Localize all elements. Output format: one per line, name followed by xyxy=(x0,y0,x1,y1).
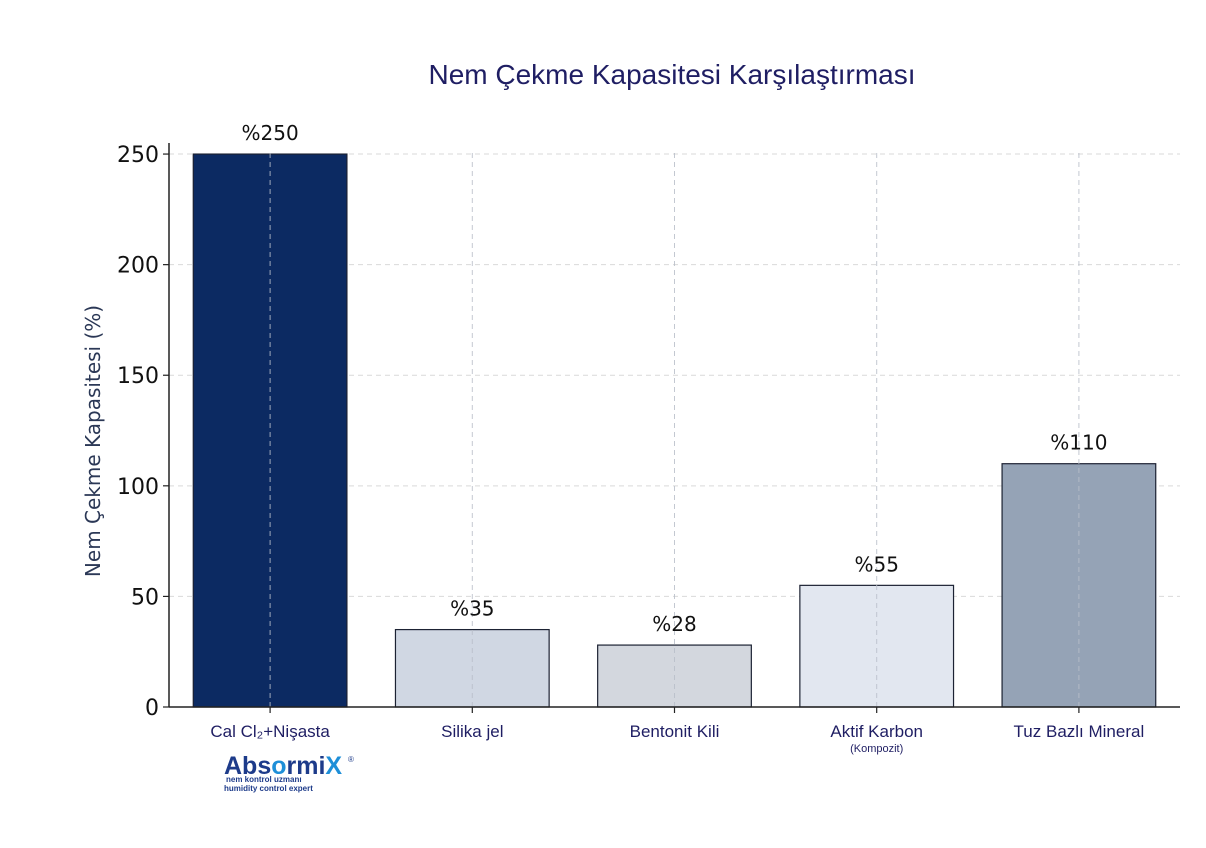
x-tick-label: Bentonit Kili xyxy=(630,722,720,741)
data-label: %110 xyxy=(1050,431,1107,455)
absormix-logo: AbsormiX ® nem kontrol uzmanı humidity c… xyxy=(224,752,354,793)
y-tick-label: 150 xyxy=(117,364,159,389)
chart-title: Nem Çekme Kapasitesi Karşılaştırması xyxy=(428,59,915,90)
data-label: %55 xyxy=(854,552,898,576)
logo-wordmark: AbsormiX xyxy=(224,752,342,780)
y-axis-label: Nem Çekme Kapasitesi (%) xyxy=(81,305,105,577)
data-labels: %250 %35 %28 %55 %110 xyxy=(242,121,1108,636)
logo-tagline-tr: nem kontrol uzmanı xyxy=(226,775,302,784)
x-ticks: Cal Cl₂+Nişasta Silika jel Bentonit Kili Ak… xyxy=(210,707,1144,755)
y-tick-label: 0 xyxy=(145,696,159,721)
y-tick-label: 250 xyxy=(117,143,159,168)
y-ticks: 0 50 100 150 200 250 xyxy=(117,143,169,721)
logo-tagline-en: humidity control expert xyxy=(224,784,313,793)
y-tick-label: 100 xyxy=(117,475,159,500)
x-tick-label: Aktif Karbon xyxy=(830,722,923,741)
x-tick-label: Tuz Bazlı Mineral xyxy=(1014,722,1145,741)
x-tick-label: Cal Cl₂+Nişasta xyxy=(210,722,330,741)
data-label: %250 xyxy=(242,121,299,145)
y-tick-label: 50 xyxy=(131,585,159,610)
vertical-gridlines xyxy=(269,153,1080,707)
y-tick-label: 200 xyxy=(117,254,159,279)
data-label: %28 xyxy=(652,612,696,636)
x-tick-label: Silika jel xyxy=(441,722,503,741)
x-tick-sublabel: (Kompozit) xyxy=(850,743,903,755)
data-label: %35 xyxy=(450,597,494,621)
logo-registered: ® xyxy=(348,755,354,764)
